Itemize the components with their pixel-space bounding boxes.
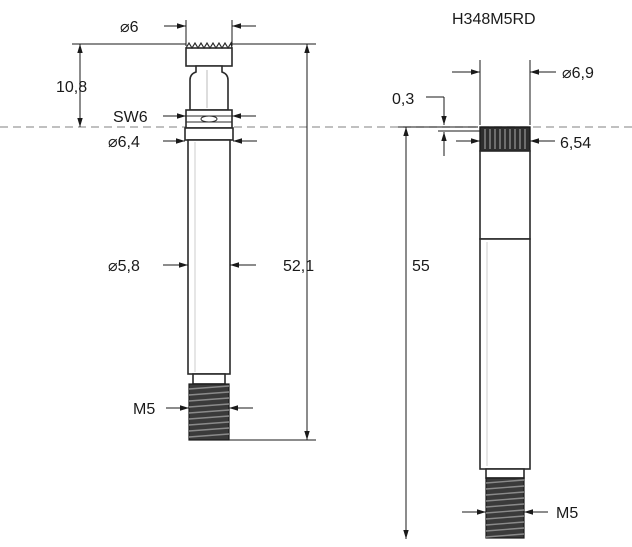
right-length-label: 55	[412, 258, 430, 275]
left-dimensions	[72, 20, 316, 441]
left-collar	[184, 127, 234, 141]
right-offset-label: 0,3	[392, 91, 414, 108]
part-number-title: H348M5RD	[452, 11, 536, 28]
left-wrench-label: SW6	[113, 109, 148, 126]
right-dimensions	[398, 60, 556, 539]
left-neck	[189, 65, 229, 111]
left-dia-top-label: ⌀6	[120, 19, 139, 36]
left-lower-neck	[192, 373, 226, 385]
left-dia-collar-label: ⌀6,4	[108, 134, 140, 151]
right-part-body	[479, 126, 531, 539]
left-length-label: 52,1	[283, 258, 314, 275]
left-knurl-teeth	[185, 41, 233, 50]
left-height-label: 10,8	[56, 79, 87, 96]
left-thread-label: M5	[133, 401, 155, 418]
right-thread-label: M5	[556, 505, 578, 522]
left-knurled-head	[185, 47, 233, 67]
right-dia-knurl-label: 6,54	[560, 135, 591, 152]
left-part-body	[184, 41, 234, 441]
right-dia-top-label: ⌀6,9	[562, 65, 594, 82]
left-shaft	[187, 139, 231, 375]
left-dia-shaft-label: ⌀5,8	[108, 258, 140, 275]
right-lower-neck	[485, 468, 525, 479]
right-upper-body	[479, 150, 531, 240]
right-lower-body	[479, 238, 531, 470]
